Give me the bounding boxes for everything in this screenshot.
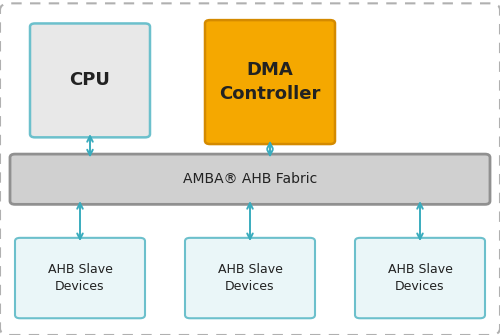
Text: AHB Slave
Devices: AHB Slave Devices [218, 263, 282, 293]
FancyBboxPatch shape [205, 20, 335, 144]
FancyBboxPatch shape [355, 238, 485, 318]
Text: AMBA® AHB Fabric: AMBA® AHB Fabric [183, 172, 317, 186]
Text: AHB Slave
Devices: AHB Slave Devices [48, 263, 112, 293]
FancyBboxPatch shape [185, 238, 315, 318]
Text: AHB Slave
Devices: AHB Slave Devices [388, 263, 452, 293]
FancyBboxPatch shape [30, 23, 150, 137]
FancyBboxPatch shape [15, 238, 145, 318]
Text: CPU: CPU [70, 71, 110, 89]
Text: DMA
Controller: DMA Controller [220, 61, 320, 103]
FancyBboxPatch shape [10, 154, 490, 204]
